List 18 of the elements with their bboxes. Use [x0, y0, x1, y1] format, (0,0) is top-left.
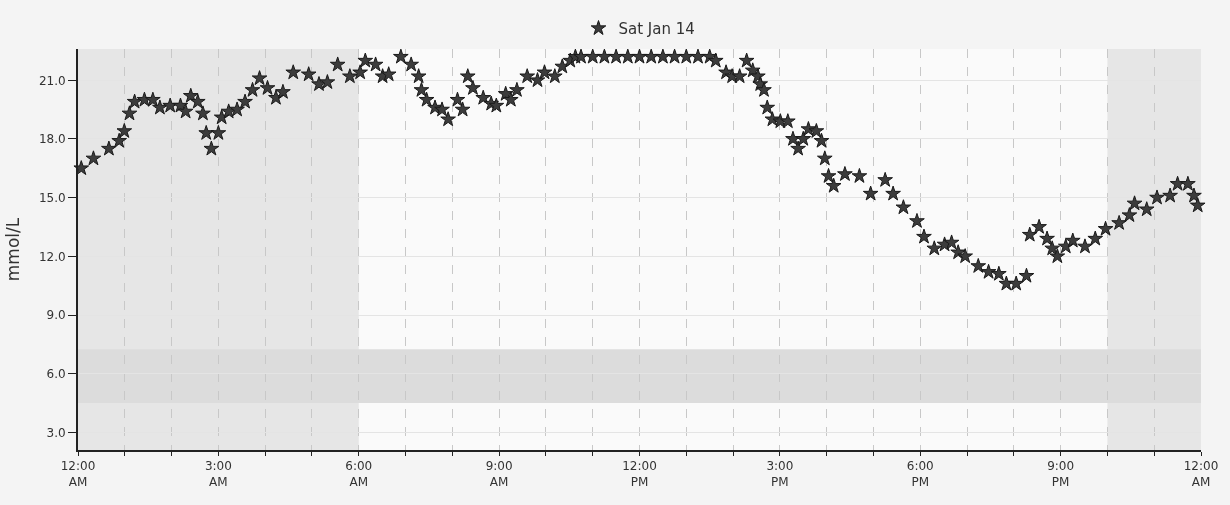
y-tick-label: 12.0 — [38, 249, 66, 264]
x-tick-label: 6:00 AM — [345, 459, 373, 489]
x-tick-label: 12:00 AM — [1183, 459, 1219, 489]
x-tick-label: 3:00 PM — [766, 459, 794, 489]
x-tick-label: 12:00 PM — [622, 459, 657, 489]
y-tick-label: 21.0 — [38, 73, 66, 88]
y-tick-label: 3.0 — [46, 425, 66, 440]
x-tick-label: 9:00 AM — [485, 459, 513, 489]
y-axis-title: mmol/L — [2, 217, 23, 282]
y-tick-label: 6.0 — [46, 366, 66, 381]
x-tick-label: 6:00 PM — [906, 459, 934, 489]
x-tick-label: 3:00 AM — [204, 459, 232, 489]
legend-label: Sat Jan 14 — [618, 20, 695, 39]
y-tick-label: 9.0 — [46, 308, 66, 323]
y-tick-label: 18.0 — [38, 132, 66, 147]
x-tick-label: 9:00 PM — [1047, 459, 1075, 489]
y-tick-label: 15.0 — [38, 190, 66, 205]
x-tick-label: 12:00 AM — [60, 459, 96, 489]
